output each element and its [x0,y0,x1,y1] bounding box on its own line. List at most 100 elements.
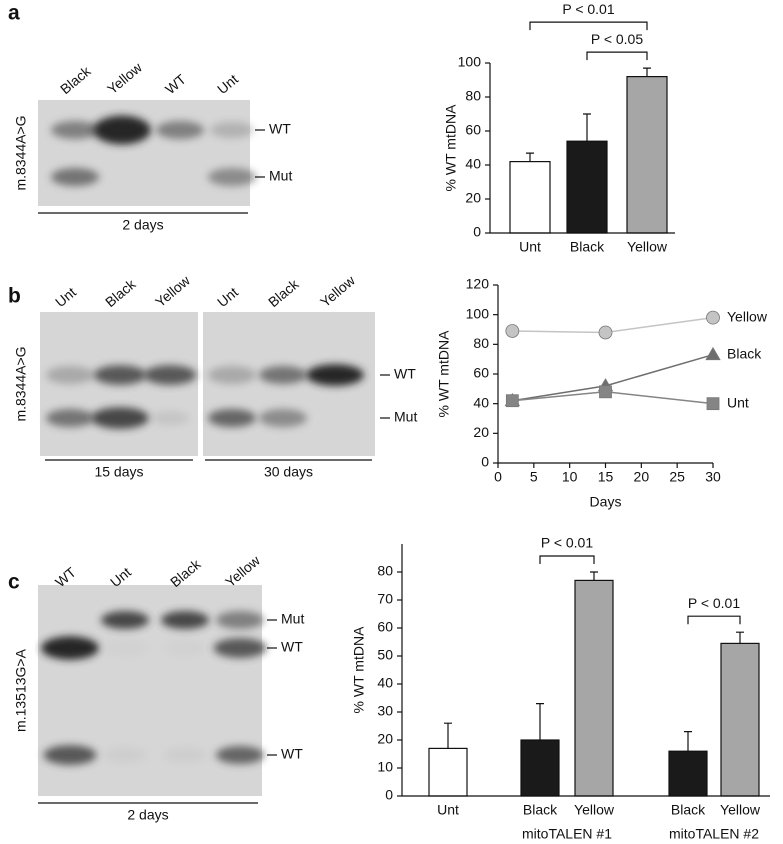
point [505,324,520,338]
x-tick-label: Black [523,802,558,818]
y-tick-label: 100 [466,305,490,321]
lane-label: Unt [52,284,79,310]
point [598,325,613,340]
band-label: Mut [269,168,292,184]
band-label: WT [269,121,291,137]
lane-label: Black [265,275,302,310]
gel-band [143,365,197,385]
gel-band [91,407,149,429]
lane-label: Unt [214,71,241,97]
gel-band [208,409,256,427]
bar [509,161,551,234]
duration-label: 2 days [127,807,168,823]
x-tick-label: Black [570,239,605,255]
lane-label: Unt [214,284,241,310]
panel-label: c [8,571,20,594]
y-tick-label: 40 [473,394,489,410]
y-axis-label: % WT mtDNA [351,626,367,714]
y-tick-label: 0 [473,224,481,240]
gel-band [156,121,204,139]
band-label: WT [394,366,416,382]
lane-label: Black [57,62,94,97]
gel-band [46,366,94,384]
y-tick-label: 20 [377,731,393,747]
x-tick-label: 5 [530,469,538,485]
y-tick-label: 60 [377,619,393,635]
x-tick-label: Yellow [574,802,615,818]
significance-bracket [529,21,648,31]
significance-bracket [586,51,648,61]
gel-band [163,639,207,657]
y-tick-label: 30 [377,703,393,719]
y-tick-label: 120 [466,276,490,292]
gel-band [93,115,151,145]
x-tick-label: 10 [562,469,578,485]
mutation-label: m.13513G>A [13,648,29,732]
y-tick-label: 0 [385,787,393,803]
gel-band [161,611,209,629]
significance-label: P < 0.01 [688,595,741,611]
x-axis-label: Days [590,494,622,510]
gel-band [103,746,147,764]
y-tick-label: 0 [481,454,489,470]
error-bar [536,703,544,740]
y-tick-label: 60 [465,122,481,138]
bar [520,739,560,797]
gel-band [216,746,264,764]
y-tick-label: 50 [377,647,393,663]
panel-label: b [8,285,21,308]
lane-label: Black [102,275,139,310]
error-bar [643,67,651,77]
lane-label: Yellow [222,552,264,591]
series-line [512,391,714,405]
error-bar [684,731,692,752]
bar [720,642,760,797]
band-label: WT [281,746,303,762]
group-label: mitoTALEN #1 [522,826,612,842]
lane-label: Black [167,555,204,590]
x-tick-label: 25 [669,469,685,485]
lane-label: Yellow [152,272,194,311]
panel-label: a [8,2,20,25]
y-axis-label: % WT mtDNA [436,330,452,418]
y-tick-label: 20 [473,424,489,440]
band-label: Mut [281,611,304,627]
y-tick-label: 80 [377,563,393,579]
significance-label: P < 0.01 [541,535,594,551]
lane-label: Yellow [104,59,146,98]
y-axis-label: % WT mtDNA [443,104,459,192]
mutation-label: m.8344A>G [13,115,29,190]
gel-band [259,409,307,427]
y-tick-label: 20 [465,190,481,206]
bar [566,140,608,234]
x-tick-label: 15 [598,469,614,485]
series-line [512,316,714,334]
x-tick-label: Yellow [627,239,668,255]
gel-band [208,168,256,186]
gel-band [208,366,256,384]
duration-label: 2 days [122,217,163,233]
y-tick-label: 60 [473,365,489,381]
y-tick-label: 100 [458,54,482,70]
gel-band [41,636,99,660]
group-label: mitoTALEN #2 [669,826,759,842]
lane-label: WT [162,71,189,98]
gel-band [163,746,207,764]
x-tick-label: Yellow [720,802,761,818]
mutation-label: m.8344A>G [13,346,29,421]
gel-band [103,639,147,657]
gel-band [210,121,254,139]
y-tick-label: 40 [377,675,393,691]
gel-band [259,366,307,384]
lane-label: Yellow [317,272,359,311]
error-bar [583,113,591,142]
bar [428,747,468,797]
point [706,397,720,411]
gel-band [216,611,264,629]
gel-band [93,365,147,385]
gel-band [43,745,97,765]
x-tick-label: 0 [494,469,502,485]
series-label: Black [727,345,762,361]
